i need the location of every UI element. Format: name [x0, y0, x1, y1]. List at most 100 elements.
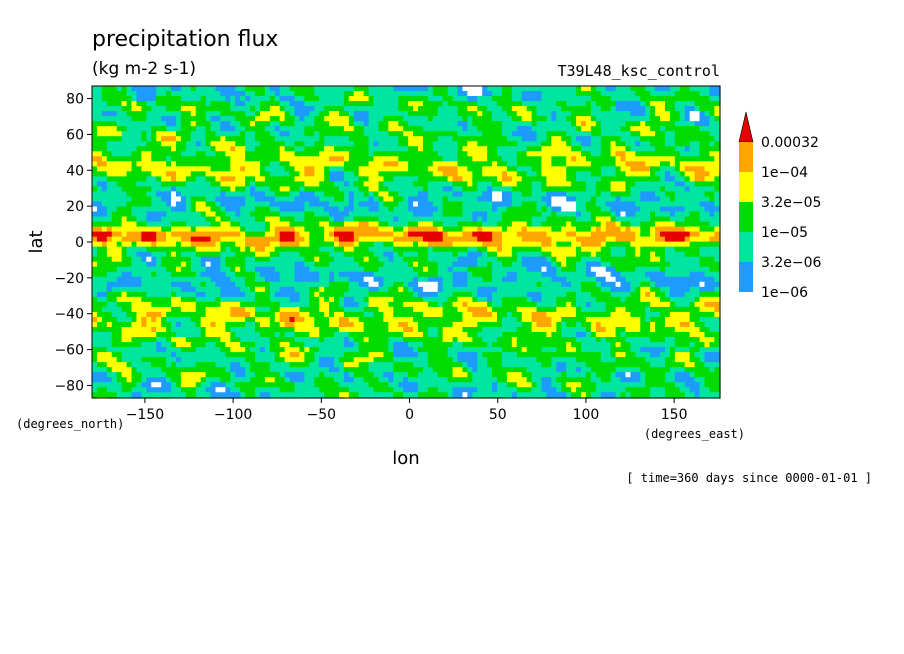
field-cell: [215, 86, 222, 92]
field-cell: [501, 106, 508, 112]
field-cell: [304, 211, 310, 218]
field-cell: [175, 211, 182, 218]
field-cell: [136, 126, 142, 132]
field-cell: [595, 266, 602, 273]
field-cell: [111, 86, 118, 92]
field-cell: [304, 196, 310, 203]
field-cell: [437, 156, 444, 162]
field-cell: [546, 251, 552, 258]
field-cell: [660, 196, 666, 203]
field-cell: [580, 166, 587, 172]
field-cell: [111, 261, 118, 268]
field-cell: [506, 171, 513, 177]
field-cell: [442, 231, 449, 238]
field-cell: [393, 146, 399, 152]
field-cell: [324, 246, 330, 253]
field-cell: [338, 276, 345, 283]
field-cell: [116, 276, 123, 283]
field-cell: [571, 236, 577, 243]
field-cell: [240, 261, 246, 268]
field-cell: [492, 181, 498, 188]
field-cell: [610, 131, 617, 137]
field-cell: [175, 241, 182, 248]
field-cell: [235, 241, 241, 248]
field-cell: [131, 191, 138, 198]
field-cell: [171, 246, 177, 253]
field-cell: [674, 141, 681, 147]
field-cell: [299, 201, 305, 208]
field-cell: [195, 116, 202, 122]
field-cell: [531, 216, 538, 223]
field-cell: [279, 146, 286, 152]
field-cell: [205, 221, 212, 228]
field-cell: [240, 236, 246, 243]
field-cell: [259, 271, 266, 278]
field-cell: [131, 116, 138, 122]
field-cell: [669, 156, 676, 162]
field-cell: [536, 226, 543, 233]
field-cell: [353, 216, 360, 223]
field-cell: [452, 256, 459, 263]
field-cell: [398, 116, 404, 122]
field-cell: [230, 231, 236, 238]
field-cell: [403, 196, 409, 203]
field-cell: [225, 101, 231, 107]
field-cell: [477, 86, 483, 92]
field-cell: [497, 276, 503, 283]
field-cell: [171, 101, 177, 107]
field-cell: [299, 206, 305, 213]
field-cell: [136, 161, 142, 167]
field-cell: [358, 231, 365, 238]
field-cell: [422, 131, 429, 137]
field-cell: [655, 131, 661, 137]
field-cell: [205, 216, 212, 223]
field-cell: [146, 266, 152, 273]
field-cell: [497, 231, 503, 238]
field-cell: [146, 201, 152, 208]
field-cell: [363, 171, 370, 177]
field-cell: [314, 246, 320, 253]
field-cell: [294, 251, 301, 258]
field-cell: [358, 91, 365, 97]
field-cell: [704, 211, 711, 218]
field-cell: [521, 236, 528, 243]
field-cell: [205, 211, 212, 218]
field-cell: [205, 156, 212, 162]
field-cell: [106, 246, 113, 253]
field-cell: [166, 96, 172, 102]
field-cell: [368, 121, 375, 127]
field-cell: [457, 121, 464, 127]
field-cell: [615, 201, 622, 208]
field-cell: [477, 201, 483, 208]
field-cell: [635, 181, 641, 188]
field-cell: [571, 101, 577, 107]
field-cell: [250, 256, 256, 263]
field-cell: [615, 106, 622, 112]
field-cell: [146, 211, 152, 218]
field-cell: [497, 166, 503, 172]
field-cell: [279, 246, 286, 253]
field-cell: [161, 161, 167, 167]
field-cell: [220, 141, 226, 147]
field-cell: [709, 211, 715, 218]
field-cell: [427, 141, 434, 147]
field-cell: [516, 206, 523, 213]
field-cell: [556, 86, 562, 92]
field-cell: [541, 251, 548, 258]
field-cell: [655, 206, 661, 213]
field-cell: [324, 201, 330, 208]
field-cell: [699, 256, 706, 263]
field-cell: [299, 211, 305, 218]
field-cell: [635, 126, 641, 132]
field-cell: [576, 246, 582, 253]
field-cell: [694, 271, 701, 278]
field-cell: [319, 106, 325, 112]
field-cell: [709, 121, 715, 127]
field-cell: [422, 256, 429, 263]
field-cell: [378, 151, 385, 157]
field-cell: [378, 86, 385, 92]
field-cell: [447, 271, 454, 278]
field-cell: [660, 126, 666, 132]
field-cell: [383, 251, 389, 258]
field-cell: [709, 231, 715, 238]
